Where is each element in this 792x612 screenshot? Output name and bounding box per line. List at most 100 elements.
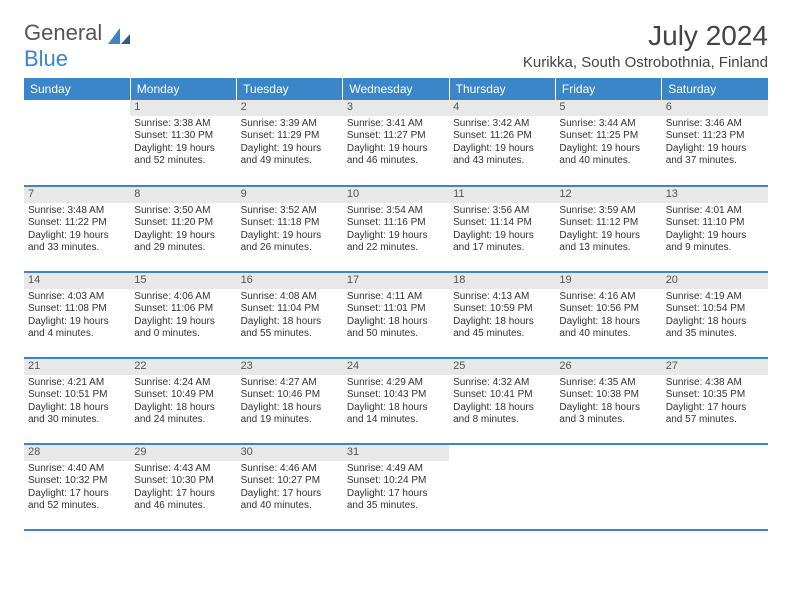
daylight-text: Daylight: 18 hours and 30 minutes. (28, 402, 126, 427)
daylight-text: Daylight: 19 hours and 46 minutes. (347, 143, 445, 168)
sunset-text: Sunset: 11:12 PM (559, 217, 657, 230)
header: General Blue July 2024 Kurikka, South Os… (24, 20, 768, 72)
calendar-cell: 6Sunrise: 3:46 AMSunset: 11:23 PMDayligh… (662, 100, 768, 186)
day-number: 9 (237, 187, 343, 203)
calendar-cell: 10 Sunrise: 3:54 AMSunset: 11:16 PMDaylig… (343, 186, 449, 272)
sunset-text: Sunset: 11:27 PM (347, 130, 445, 143)
day-number: 3 (343, 100, 449, 116)
sunrise-text: Sunrise: 4:49 AM (347, 463, 445, 476)
calendar-cell: 26Sunrise: 4:35 AMSunset: 10:38 PMDaylig… (555, 358, 661, 444)
daylight-text: Daylight: 18 hours and 50 minutes. (347, 316, 445, 341)
calendar-cell: 13Sunrise: 4:01 AMSunset: 11:10 PMDaylig… (662, 186, 768, 272)
logo-sail-icon (106, 26, 132, 48)
day-number: 4 (449, 100, 555, 116)
calendar-cell: 29Sunrise: 4:43 AMSunset: 10:30 PMDaylig… (130, 444, 236, 530)
day-number: 17 (343, 273, 449, 289)
calendar-cell (449, 444, 555, 530)
daylight-text: Daylight: 18 hours and 55 minutes. (241, 316, 339, 341)
daylight-text: Daylight: 17 hours and 35 minutes. (347, 488, 445, 513)
calendar-cell: 22Sunrise: 4:24 AMSunset: 10:49 PMDaylig… (130, 358, 236, 444)
day-number: 8 (130, 187, 236, 203)
sunrise-text: Sunrise: 4:46 AM (241, 463, 339, 476)
calendar-cell: 8Sunrise: 3:50 AMSunset: 11:20 PMDayligh… (130, 186, 236, 272)
day-number: 21 (24, 359, 130, 375)
daylight-text: Daylight: 17 hours and 40 minutes. (241, 488, 339, 513)
daylight-text: Daylight: 18 hours and 40 minutes. (559, 316, 657, 341)
sunrise-text: Sunrise: 4:03 AM (28, 291, 126, 304)
day-number: 15 (130, 273, 236, 289)
calendar-cell: 2Sunrise: 3:39 AMSunset: 11:29 PMDayligh… (237, 100, 343, 186)
sunrise-text: Sunrise: 4:06 AM (134, 291, 232, 304)
calendar-cell: 18Sunrise: 4:13 AMSunset: 10:59 PMDaylig… (449, 272, 555, 358)
sunrise-text: Sunrise: 4:11 AM (347, 291, 445, 304)
day-number: 23 (237, 359, 343, 375)
weekday-header: Thursday (449, 78, 555, 100)
daylight-text: Daylight: 19 hours and 22 minutes. (347, 230, 445, 255)
day-number: 11 (449, 187, 555, 203)
daylight-text: Daylight: 17 hours and 46 minutes. (134, 488, 232, 513)
calendar-cell: 11 Sunrise: 3:56 AMSunset: 11:14 PMDaylig… (449, 186, 555, 272)
daylight-text: Daylight: 18 hours and 8 minutes. (453, 402, 551, 427)
sunset-text: Sunset: 10:56 PM (559, 303, 657, 316)
daylight-text: Daylight: 19 hours and 29 minutes. (134, 230, 232, 255)
sunrise-text: Sunrise: 4:43 AM (134, 463, 232, 476)
sunrise-text: Sunrise: 3:46 AM (666, 118, 764, 131)
day-number: 13 (662, 187, 768, 203)
sunset-text: Sunset: 10:27 PM (241, 475, 339, 488)
sunrise-text: Sunrise: 4:13 AM (453, 291, 551, 304)
calendar-cell (24, 100, 130, 186)
daylight-text: Daylight: 18 hours and 19 minutes. (241, 402, 339, 427)
calendar-cell: 1Sunrise: 3:38 AMSunset: 11:30 PMDayligh… (130, 100, 236, 186)
day-number: 26 (555, 359, 661, 375)
calendar-cell: 30Sunrise: 4:46 AMSunset: 10:27 PMDaylig… (237, 444, 343, 530)
sunset-text: Sunset: 11:01 PM (347, 303, 445, 316)
day-number: 19 (555, 273, 661, 289)
sunset-text: Sunset: 11:23 PM (666, 130, 764, 143)
sunrise-text: Sunrise: 4:35 AM (559, 377, 657, 390)
weekday-header: Monday (130, 78, 236, 100)
sunset-text: Sunset: 11:18 PM (241, 217, 339, 230)
day-number: 28 (24, 445, 130, 461)
calendar-cell: 7Sunrise: 3:48 AMSunset: 11:22 PMDayligh… (24, 186, 130, 272)
calendar-cell: 21Sunrise: 4:21 AMSunset: 10:51 PMDaylig… (24, 358, 130, 444)
sunset-text: Sunset: 11:16 PM (347, 217, 445, 230)
calendar-cell: 20Sunrise: 4:19 AMSunset: 10:54 PMDaylig… (662, 272, 768, 358)
daylight-text: Daylight: 19 hours and 17 minutes. (453, 230, 551, 255)
daylight-text: Daylight: 19 hours and 52 minutes. (134, 143, 232, 168)
sunrise-text: Sunrise: 4:19 AM (666, 291, 764, 304)
sunset-text: Sunset: 10:51 PM (28, 389, 126, 402)
sunrise-text: Sunrise: 3:54 AM (347, 205, 445, 218)
daylight-text: Daylight: 19 hours and 37 minutes. (666, 143, 764, 168)
sunrise-text: Sunrise: 3:56 AM (453, 205, 551, 218)
day-number: 10 (343, 187, 449, 203)
day-number: 18 (449, 273, 555, 289)
calendar-cell: 31Sunrise: 4:49 AMSunset: 10:24 PMDaylig… (343, 444, 449, 530)
sunrise-text: Sunrise: 4:08 AM (241, 291, 339, 304)
calendar-cell (555, 444, 661, 530)
daylight-text: Daylight: 17 hours and 52 minutes. (28, 488, 126, 513)
month-title: July 2024 (523, 20, 768, 52)
day-number: 25 (449, 359, 555, 375)
sunrise-text: Sunrise: 3:50 AM (134, 205, 232, 218)
calendar-table: SundayMondayTuesdayWednesdayThursdayFrid… (24, 78, 768, 531)
calendar-cell: 14Sunrise: 4:03 AMSunset: 11:08 PMDaylig… (24, 272, 130, 358)
sunrise-text: Sunrise: 4:40 AM (28, 463, 126, 476)
daylight-text: Daylight: 17 hours and 57 minutes. (666, 402, 764, 427)
daylight-text: Daylight: 18 hours and 3 minutes. (559, 402, 657, 427)
sunset-text: Sunset: 11:14 PM (453, 217, 551, 230)
sunset-text: Sunset: 11:26 PM (453, 130, 551, 143)
day-number: 1 (130, 100, 236, 116)
day-number: 16 (237, 273, 343, 289)
daylight-text: Daylight: 19 hours and 4 minutes. (28, 316, 126, 341)
daylight-text: Daylight: 19 hours and 49 minutes. (241, 143, 339, 168)
daylight-text: Daylight: 19 hours and 0 minutes. (134, 316, 232, 341)
daylight-text: Daylight: 18 hours and 14 minutes. (347, 402, 445, 427)
sunset-text: Sunset: 10:43 PM (347, 389, 445, 402)
calendar-cell: 3Sunrise: 3:41 AMSunset: 11:27 PMDayligh… (343, 100, 449, 186)
calendar-cell: 5Sunrise: 3:44 AMSunset: 11:25 PMDayligh… (555, 100, 661, 186)
sunrise-text: Sunrise: 4:24 AM (134, 377, 232, 390)
calendar-cell: 4Sunrise: 3:42 AMSunset: 11:26 PMDayligh… (449, 100, 555, 186)
sunset-text: Sunset: 10:46 PM (241, 389, 339, 402)
calendar-cell: 15Sunrise: 4:06 AMSunset: 11:06 PMDaylig… (130, 272, 236, 358)
day-number: 27 (662, 359, 768, 375)
